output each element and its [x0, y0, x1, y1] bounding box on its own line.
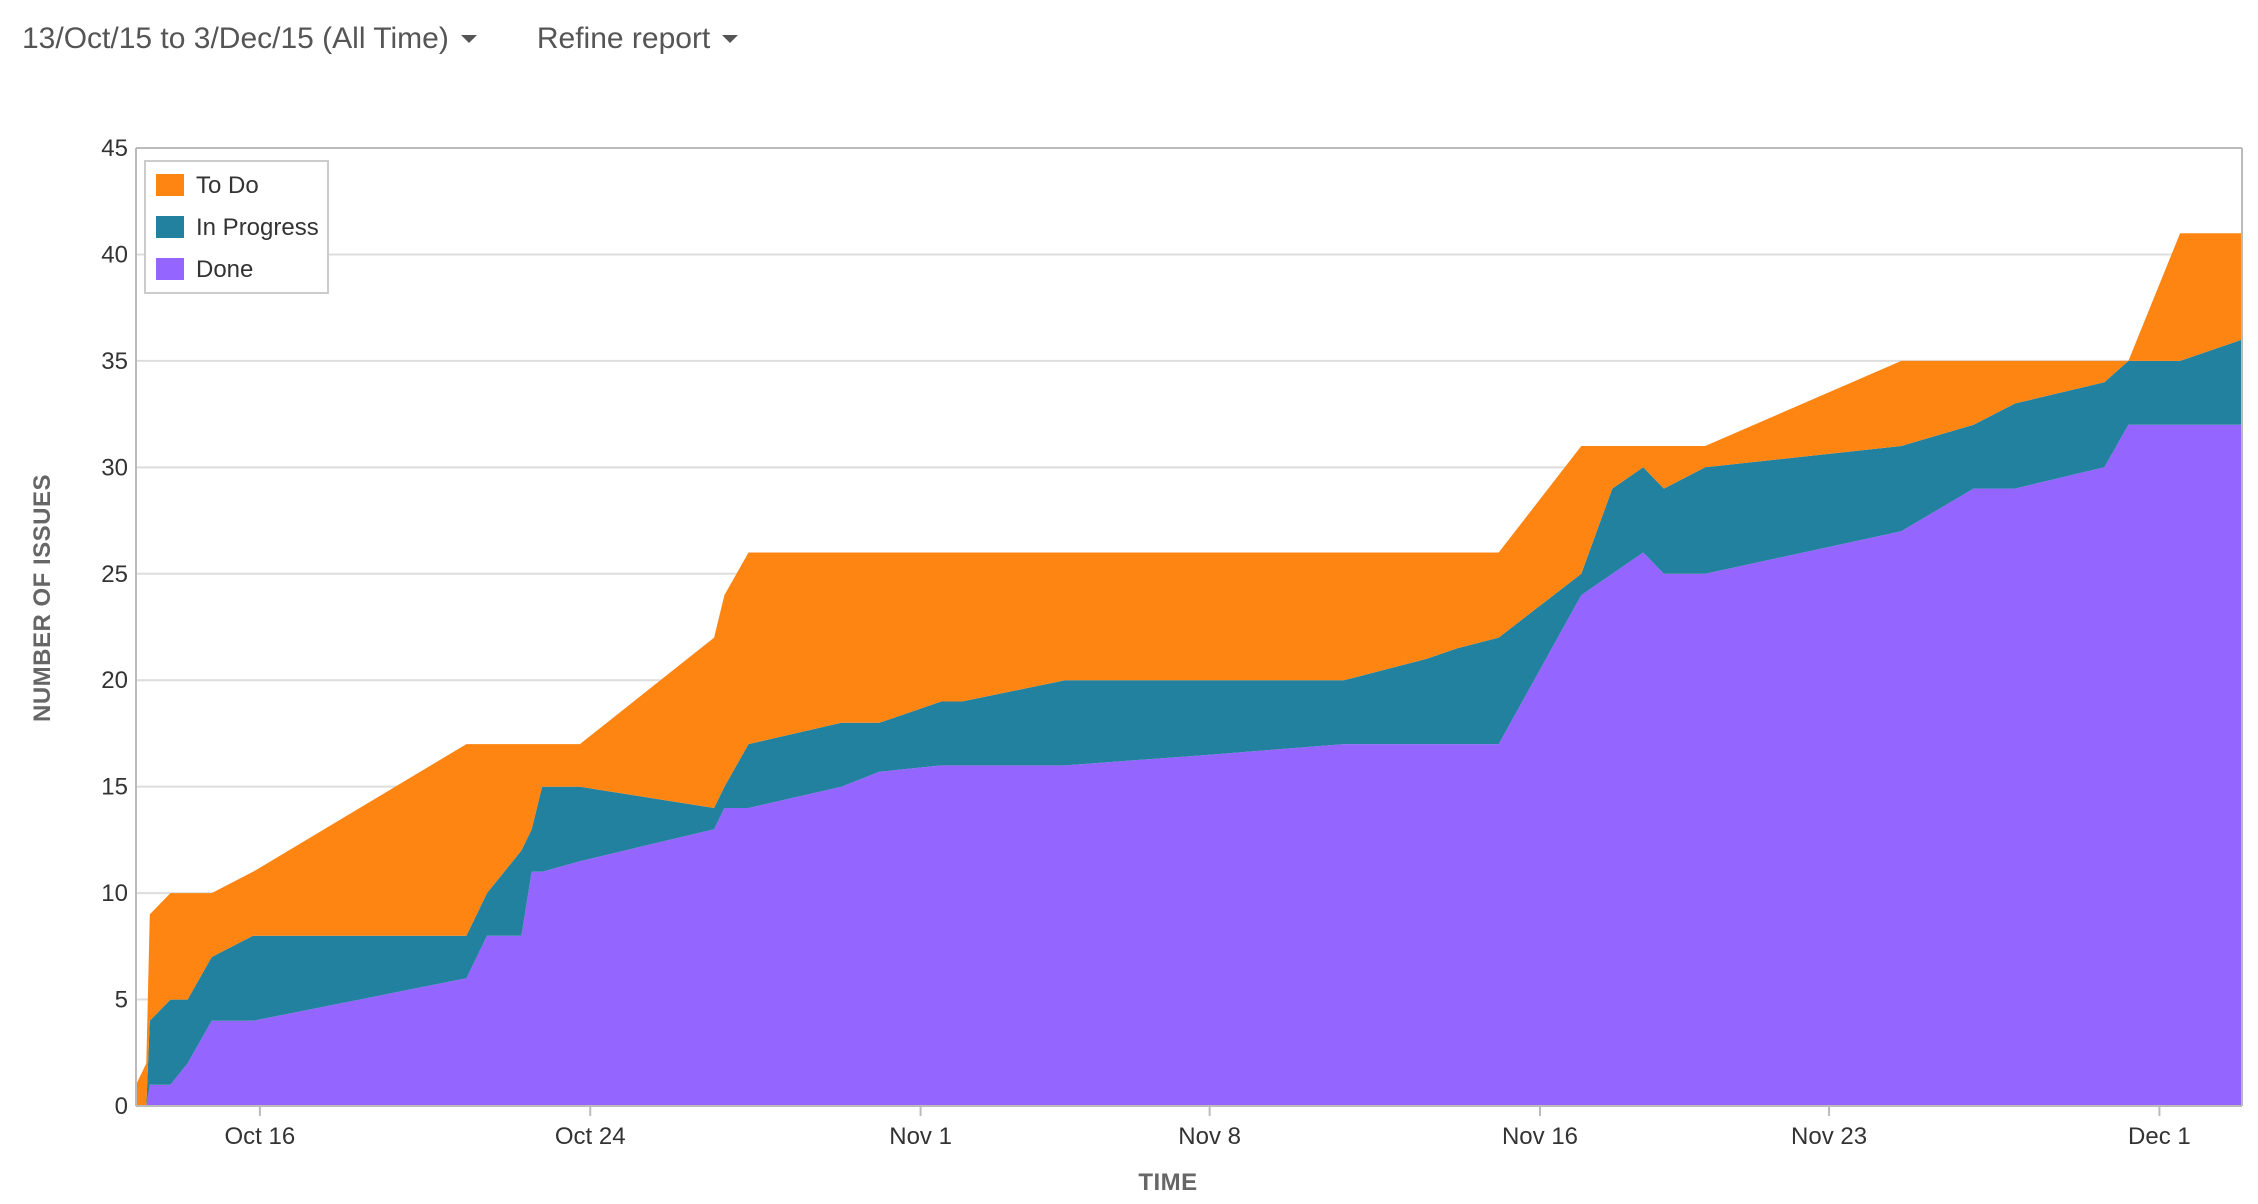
y-tick-label: 20 — [101, 667, 128, 694]
y-tick-label: 10 — [101, 880, 128, 907]
x-tick-label: Nov 1 — [889, 1123, 952, 1150]
chart-areas — [136, 233, 2242, 1107]
x-tick-label: Nov 23 — [1791, 1123, 1867, 1150]
x-tick-label: Dec 1 — [2128, 1123, 2191, 1150]
x-axis-title: TIME — [1138, 1169, 1197, 1196]
x-tick-label: Nov 8 — [1178, 1123, 1241, 1150]
y-tick-label: 5 — [115, 987, 128, 1014]
y-tick-label: 15 — [101, 774, 128, 801]
report-toolbar: 13/Oct/15 to 3/Dec/15 (All Time) Refine … — [22, 14, 739, 64]
chart-axes — [135, 147, 2243, 1116]
x-tick-label: Nov 16 — [1502, 1123, 1578, 1150]
legend-swatch-todo — [156, 174, 184, 196]
tick-labels: 0 5 10 15 20 25 30 35 40 45 Oct 16 Oct 24 Nov 1 Nov 8… — [101, 135, 2190, 1150]
legend-label-in-progress: In Progress — [196, 214, 319, 241]
series-area-in-progress — [136, 339, 2242, 1107]
refine-report-dropdown[interactable]: Refine report — [536, 22, 739, 56]
y-axis-title: NUMBER OF ISSUES — [29, 474, 56, 722]
y-tick-label: 0 — [115, 1093, 128, 1120]
chevron-down-icon — [722, 35, 739, 43]
chevron-down-icon — [460, 35, 477, 43]
y-tick-label: 25 — [101, 561, 128, 588]
y-tick-label: 40 — [101, 241, 128, 268]
x-tick-label: Oct 16 — [225, 1123, 296, 1150]
series-area-to-do — [136, 233, 2242, 1106]
y-tick-label: 35 — [101, 348, 128, 375]
series-area-done — [136, 424, 2242, 1106]
x-tick-label: Oct 24 — [555, 1123, 626, 1150]
chart-legend: To Do In Progress Done — [144, 160, 329, 294]
legend-swatch-done — [156, 258, 184, 280]
date-range-dropdown[interactable]: 13/Oct/15 to 3/Dec/15 (All Time) — [22, 22, 477, 56]
y-tick-label: 45 — [101, 135, 128, 162]
date-range-label: 13/Oct/15 to 3/Dec/15 (All Time) — [22, 22, 449, 55]
legend-swatch-in-progress — [156, 216, 184, 238]
legend-label-todo: To Do — [196, 172, 259, 199]
y-tick-label: 30 — [101, 454, 128, 481]
legend-label-done: Done — [196, 256, 253, 283]
refine-report-label: Refine report — [536, 22, 711, 55]
